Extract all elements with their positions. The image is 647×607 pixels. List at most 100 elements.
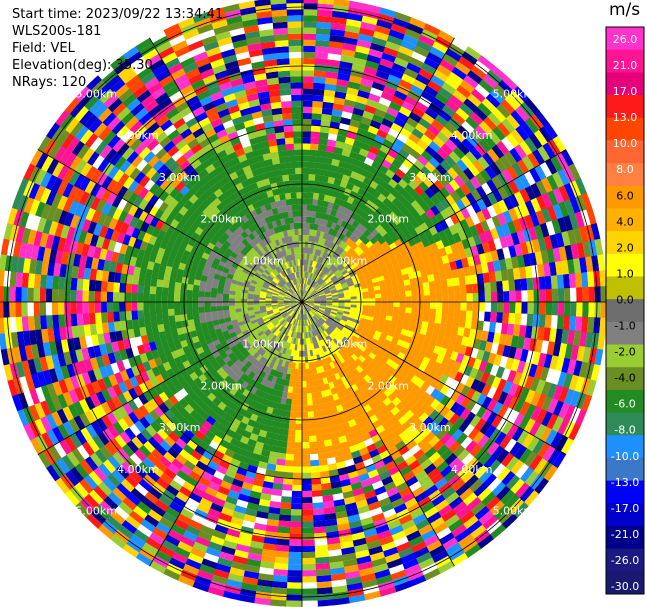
ppi-cell: [374, 305, 382, 311]
ppi-cell: [459, 310, 467, 321]
ppi-cell: [329, 235, 336, 243]
ppi-cell: [390, 23, 409, 35]
ppi-cell: [385, 315, 393, 322]
ppi-cell: [334, 252, 341, 260]
ppi-cell: [482, 152, 496, 167]
ppi-cell: [311, 113, 323, 121]
ppi-cell: [360, 21, 378, 32]
ppi-cell: [494, 270, 503, 283]
ppi-cell: [313, 297, 320, 300]
ppi-cell: [574, 316, 583, 333]
ppi-cell: [415, 122, 429, 135]
ppi-cell: [323, 267, 329, 274]
ppi-cell: [578, 331, 588, 349]
ppi-cell: [433, 323, 441, 332]
ppi-cell: [358, 252, 367, 260]
ppi-cell: [508, 180, 520, 196]
ppi-cell: [452, 317, 460, 328]
ppi-cell: [314, 300, 321, 302]
ppi-cell: [325, 294, 332, 298]
ppi-cell: [545, 413, 559, 431]
ppi-cell: [423, 228, 433, 239]
ppi-cell: [513, 347, 523, 362]
ppi-cell: [337, 275, 345, 281]
ppi-cell: [496, 291, 504, 304]
ppi-cell: [300, 551, 316, 559]
ppi-cell: [478, 340, 487, 352]
ppi-cell: [429, 352, 439, 363]
ppi-cell: [312, 526, 327, 534]
ppi-cell: [320, 281, 326, 287]
ppi-cell: [423, 335, 432, 345]
ppi-cell: [432, 345, 442, 356]
ppi-cell: [347, 81, 362, 91]
ppi-cell: [574, 376, 585, 394]
ppi-cell: [500, 323, 509, 336]
ppi-cell: [288, 533, 302, 540]
ppi-cell: [512, 267, 521, 281]
ppi-cell: [552, 342, 562, 358]
ppi-cell: [438, 175, 450, 188]
ppi-cell: [480, 383, 492, 398]
ppi-cell: [296, 399, 302, 406]
ppi-cell: [340, 258, 348, 266]
ppi-cell: [302, 15, 319, 22]
ppi-cell: [582, 302, 589, 319]
ppi-cell: [413, 159, 426, 172]
ppi-cell: [334, 316, 341, 322]
ppi-cell: [515, 302, 522, 315]
ppi-cell: [106, 290, 114, 302]
ppi-cell: [363, 229, 372, 238]
ppi-cell: [386, 292, 394, 298]
ppi-cell: [455, 352, 465, 364]
ppi-cell: [82, 300, 89, 314]
ppi-cell: [323, 163, 332, 171]
ppi-cell: [413, 326, 422, 335]
ppi-cell: [319, 250, 325, 258]
ppi-cell: [361, 162, 372, 172]
ppi-cell: [398, 148, 411, 160]
ppi-cell: [417, 289, 424, 297]
ppi-cell: [340, 279, 347, 285]
ppi-cell: [464, 180, 477, 194]
ppi-cell: [548, 328, 557, 344]
ppi-cell: [530, 182, 543, 199]
ppi-cell: [323, 276, 330, 282]
ppi-cell: [323, 157, 334, 165]
ppi-cell: [345, 321, 353, 328]
ppi-cell: [313, 305, 320, 308]
ppi-cell: [439, 59, 457, 73]
ppi-cell: [348, 232, 357, 241]
ppi-cell: [51, 287, 59, 302]
ppi-cell: [539, 302, 546, 316]
ppi-cell: [524, 214, 535, 230]
ppi-cell: [442, 302, 449, 311]
ppi-cell: [405, 117, 420, 129]
ppi-cell: [507, 221, 517, 236]
ppi-cell: [330, 257, 337, 265]
ppi-cell: [543, 235, 553, 252]
ppi-cell: [430, 74, 446, 88]
ppi-cell: [302, 289, 304, 296]
ppi-cell: [331, 229, 339, 237]
ppi-cell: [361, 15, 380, 26]
ppi-cell: [340, 55, 356, 64]
ppi-cell: [419, 247, 428, 257]
ppi-cell: [314, 275, 319, 282]
ppi-cell: [490, 291, 498, 303]
ppi-cell: [422, 176, 435, 189]
ppi-cell: [447, 167, 460, 180]
ppi-cell: [485, 217, 496, 231]
ppi-cell: [319, 296, 327, 300]
ppi-cell: [311, 204, 318, 212]
ppi-cell: [431, 329, 440, 339]
ppi-cell: [301, 490, 313, 498]
ppi-cell: [309, 459, 320, 467]
ppi-cell: [417, 308, 424, 316]
ppi-cell: [342, 42, 358, 52]
ppi-cell: [381, 118, 395, 129]
ppi-cell: [324, 289, 331, 294]
ppi-cell: [475, 185, 488, 200]
ppi-cell: [401, 73, 417, 86]
ppi-cell: [326, 182, 335, 191]
